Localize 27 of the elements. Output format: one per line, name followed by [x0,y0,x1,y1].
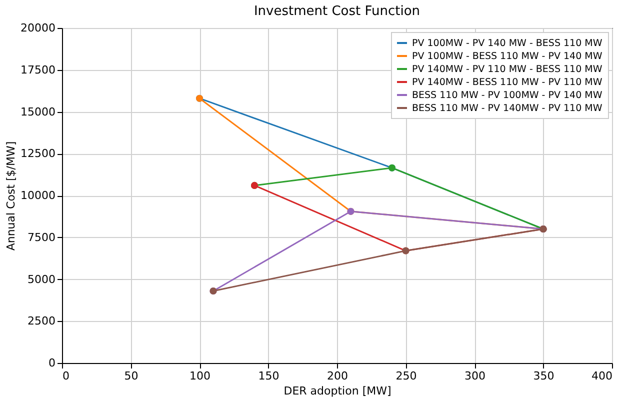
legend-label: PV 100MW - PV 140 MW - BESS 110 MW [412,38,603,49]
x-tick-label: 150 [258,370,280,382]
x-tick-label: 300 [464,370,486,382]
legend-label: BESS 110 MW - PV 100MW - PV 140 MW [412,90,603,101]
legend-label: PV 140MW - BESS 110 MW - PV 110 MW [412,77,603,88]
y-tick-label: 5000 [28,272,56,286]
y-tick-label: 10000 [20,189,56,202]
legend-label: BESS 110 MW - PV 140MW - PV 110 MW [412,103,603,114]
y-tick-label: 15000 [20,105,56,118]
x-tick-label: 50 [124,370,138,382]
x-tick-label: 100 [190,370,210,382]
y-tick-label: 0 [48,356,56,370]
y-tick-label: 17500 [20,63,56,76]
legend-label: PV 140MW - PV 110 MW - BESS 110 MW [412,64,603,75]
x-tick-label: 200 [327,370,348,382]
y-axis-title: Annual Cost [$/MW] [4,141,18,251]
x-tick-label: 0 [62,370,70,382]
x-tick-label: 250 [396,370,417,382]
y-tick-label: 12500 [20,147,56,160]
x-axis-title: DER adoption [MW] [284,384,392,398]
x-tick-label: 400 [592,370,612,382]
y-tick-label: 2500 [28,314,56,328]
chart-title: Investment Cost Function [254,4,420,19]
x-tick-label: 350 [533,370,554,382]
legend-label: PV 100MW - BESS 110 MW - PV 140 MW [412,51,603,62]
y-tick-label: 20000 [20,22,56,34]
y-tick-label: 7500 [28,230,56,244]
